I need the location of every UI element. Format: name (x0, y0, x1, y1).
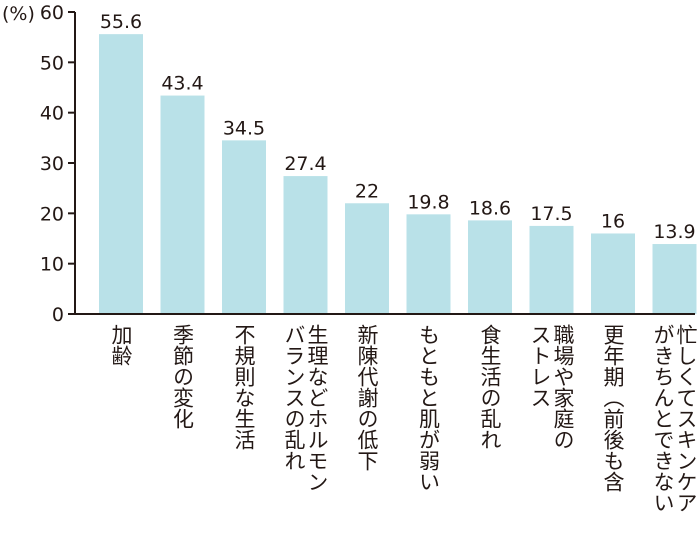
y-tick-label: 20 (40, 203, 64, 225)
bar (222, 140, 266, 314)
value-label: 17.5 (530, 203, 572, 225)
value-labels: 55.6 43.4 34.5 27.4 22 19.8 18.6 17.5 16 13.9 (100, 11, 696, 243)
category-label: 不規則な生活 (232, 324, 256, 450)
bar (345, 203, 389, 314)
bar (283, 176, 328, 314)
bar (99, 34, 143, 314)
value-label: 43.4 (161, 73, 203, 95)
category-label: がきちんとできない (651, 324, 675, 513)
category-label: 職場や家庭の (551, 324, 575, 450)
y-tick-label: 30 (40, 153, 64, 175)
bar (529, 225, 574, 314)
category-label: ストレス (528, 324, 552, 408)
value-label: 13.9 (653, 221, 695, 243)
value-label: 34.5 (223, 117, 265, 139)
y-unit-label: (%) (2, 3, 35, 25)
y-tick-label: 50 (40, 52, 64, 74)
bars (99, 34, 697, 314)
y-tick-label: 0 (52, 304, 64, 326)
value-label: 22 (355, 180, 379, 202)
category-label: 食生活の乱れ (478, 324, 502, 450)
y-tick-label: 60 (40, 2, 64, 24)
bar (591, 233, 635, 314)
bar (406, 214, 451, 314)
y-tick-label: 10 (40, 254, 64, 276)
category-label: もともと肌が弱い (417, 324, 441, 492)
bar (652, 244, 697, 314)
category-label: 季節の変化 (171, 324, 195, 429)
value-label: 19.8 (407, 191, 449, 213)
value-label: 16 (601, 210, 625, 232)
value-label: 27.4 (284, 153, 326, 175)
category-label: バランスの乱れ (282, 324, 306, 471)
bar (468, 220, 512, 314)
category-label: 忙しくてスキンケア (674, 324, 698, 513)
category-label: 新陳代謝の低下 (355, 324, 379, 471)
category-label: 生理などホルモン (305, 324, 329, 492)
category-label: 加齢 (109, 324, 133, 366)
bar (160, 95, 205, 314)
value-label: 55.6 (100, 11, 142, 33)
value-label: 18.6 (469, 197, 511, 219)
category-label: 更年期（前後も含 (601, 324, 625, 492)
y-axis-ticks: 0 10 20 30 40 50 60 (40, 2, 75, 326)
y-tick-label: 40 (40, 103, 64, 125)
